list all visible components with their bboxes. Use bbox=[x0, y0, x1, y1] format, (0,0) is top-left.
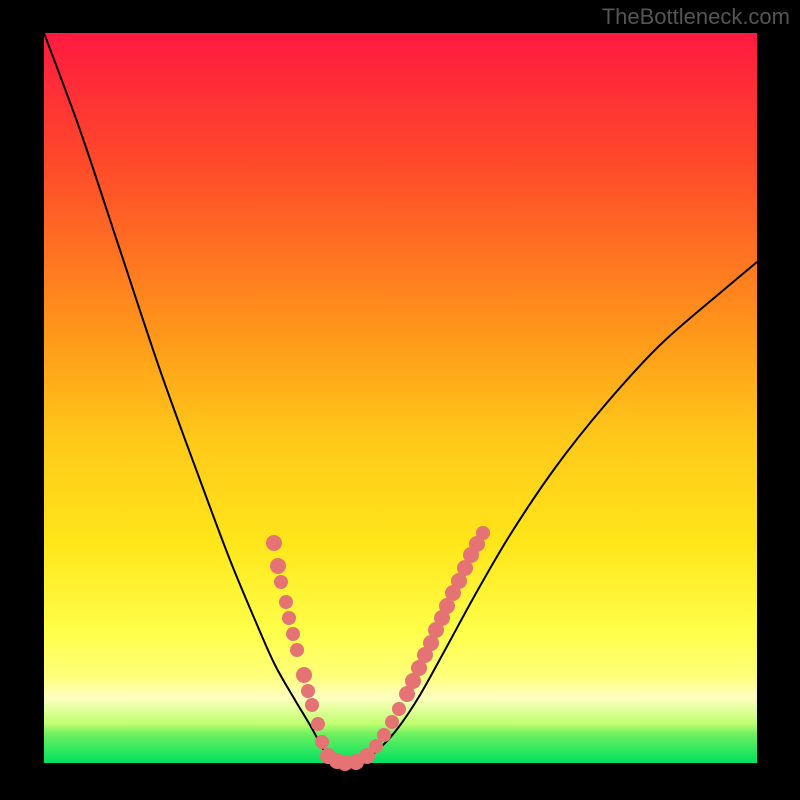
curve-overlay bbox=[0, 0, 800, 800]
bead-marker bbox=[290, 643, 304, 657]
chart-frame: TheBottleneck.com bbox=[0, 0, 800, 800]
bead-marker bbox=[270, 558, 286, 574]
bead-marker bbox=[301, 684, 315, 698]
bead-marker bbox=[266, 535, 282, 551]
bead-marker bbox=[279, 595, 293, 609]
bead-marker bbox=[311, 717, 325, 731]
bead-marker bbox=[286, 627, 300, 641]
bead-marker bbox=[274, 575, 288, 589]
bead-marker bbox=[476, 526, 490, 540]
bead-marker bbox=[282, 611, 296, 625]
bead-marker bbox=[392, 702, 406, 716]
bead-markers bbox=[266, 526, 490, 771]
bead-marker bbox=[377, 728, 391, 742]
bead-marker bbox=[305, 698, 319, 712]
bead-marker bbox=[385, 715, 399, 729]
bead-marker bbox=[296, 667, 312, 683]
bead-marker bbox=[315, 735, 329, 749]
bottleneck-curve bbox=[44, 33, 757, 764]
